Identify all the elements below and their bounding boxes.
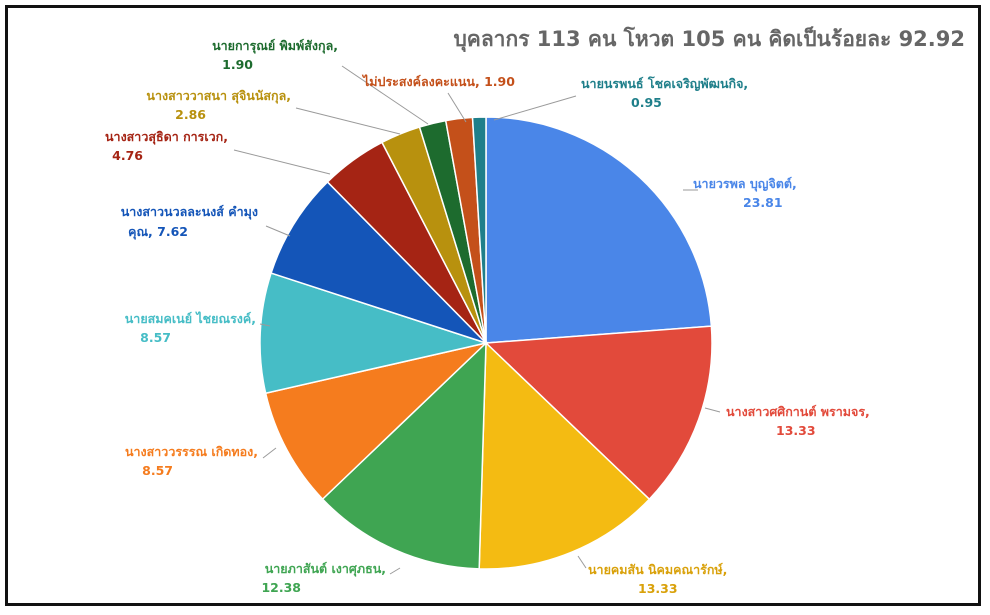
- leader-line: [233, 149, 331, 175]
- pie-slice: [270, 180, 487, 344]
- leader-line: [493, 95, 577, 121]
- slice-label: นางสาววาสนา สุจินนัสกุล, 2.86: [146, 88, 291, 122]
- slice-label: นางสาวสุธิดา การเวก, 4.76: [105, 129, 228, 163]
- slice-label: ไม่ประสงค์ลงคะแนน, 1.90: [361, 74, 515, 89]
- pie-slice: [264, 341, 489, 501]
- pie-slice: [471, 116, 487, 344]
- leader-line: [704, 407, 721, 413]
- leader-line: [447, 92, 467, 123]
- leader-line: [259, 323, 271, 327]
- slice-label: นางสาวนวลละนงส์ คำมุงคุณ, 7.62: [121, 204, 258, 240]
- slice-label: นายวรพล บุญจิตต์, 23.81: [693, 176, 797, 210]
- slice-label: นายภาสันต์ เงาศุภธน, 12.38: [261, 561, 386, 595]
- leader-line: [577, 555, 587, 569]
- slice-label: นายคมสัน นิคมคณารักษ์, 13.33: [588, 562, 727, 596]
- pie-slice: [484, 325, 713, 501]
- leader-line: [341, 65, 429, 125]
- pie-chart: บุคลากร 113 คน โหวต 105 คน คิดเป็นร้อยละ…: [105, 25, 965, 596]
- slice-label: นางสาวศศิกานต์ พรามจร, 13.33: [726, 404, 870, 438]
- chart-title: บุคลากร 113 คน โหวต 105 คน คิดเป็นร้อยละ…: [453, 25, 965, 53]
- leader-line: [262, 447, 277, 459]
- slice-label: นางสาววรรรณ เกิดทอง, 8.57: [125, 444, 258, 478]
- slice-label: นายการุณย์ พิมพ์สังกุล, 1.90: [212, 38, 338, 72]
- pie-slice: [485, 116, 713, 344]
- leader-line: [389, 567, 401, 575]
- slice-label: นายนรพนธ์ โชคเจริญพัฒนกิจ, 0.95: [581, 76, 748, 110]
- pie-slice: [259, 272, 489, 395]
- leader-line: [265, 225, 291, 237]
- chart-frame: บุคลากร 113 คน โหวต 105 คน คิดเป็นร้อยละ…: [5, 5, 981, 606]
- pie-slice: [478, 341, 651, 570]
- pie-slice: [321, 341, 487, 570]
- leader-line: [295, 107, 401, 135]
- slice-label: นายสมคเนย์ ไชยณรงค์, 8.57: [125, 311, 256, 345]
